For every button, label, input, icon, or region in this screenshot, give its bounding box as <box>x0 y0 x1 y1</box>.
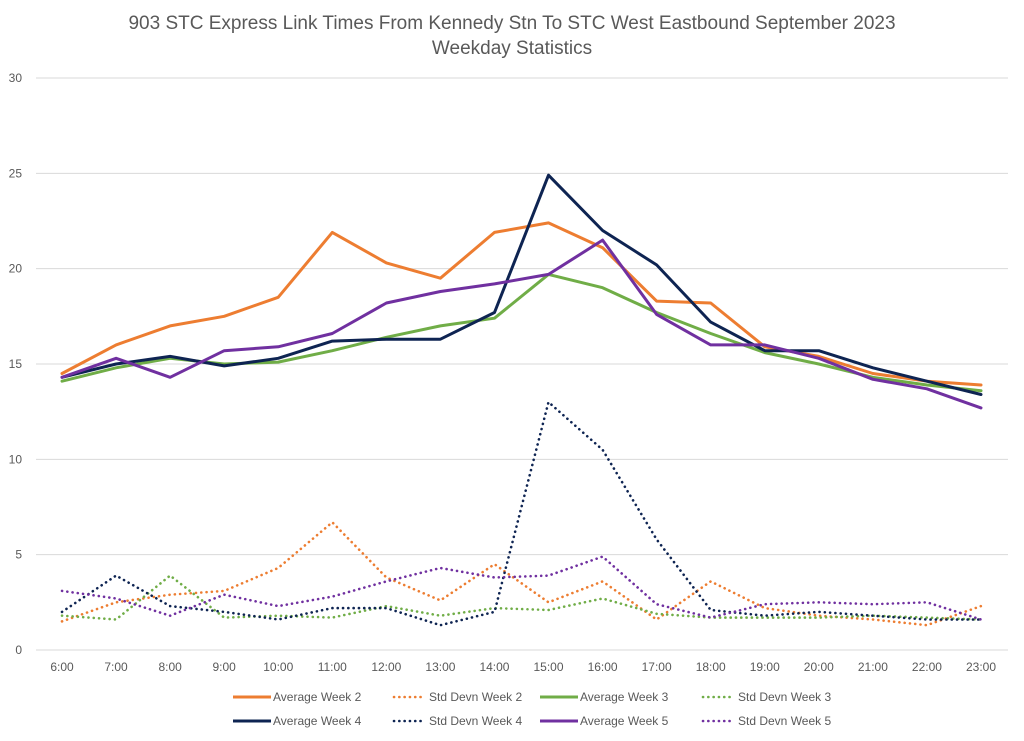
series-std-devn-week-3 <box>60 574 983 621</box>
x-tick-label: 17:00 <box>642 660 672 674</box>
legend-item: Average Week 3 <box>540 690 669 704</box>
series-std-devn-week-2 <box>60 520 983 627</box>
y-tick-label: 20 <box>9 262 23 276</box>
legend-label: Average Week 2 <box>273 690 362 704</box>
y-tick-label: 10 <box>9 452 23 466</box>
x-tick-label: 19:00 <box>750 660 780 674</box>
x-tick-label: 20:00 <box>804 660 834 674</box>
legend-label: Average Week 3 <box>580 690 669 704</box>
x-tick-label: 7:00 <box>104 660 128 674</box>
legend-item: Std Devn Week 5 <box>701 714 831 728</box>
x-tick-label: 18:00 <box>696 660 726 674</box>
series-average-week-3 <box>60 272 983 393</box>
legend-label: Std Devn Week 4 <box>429 714 522 728</box>
legend-item: Std Devn Week 4 <box>392 714 522 728</box>
x-tick-label: 12:00 <box>371 660 401 674</box>
series-std-devn-week-4 <box>60 400 983 627</box>
x-tick-label: 13:00 <box>425 660 455 674</box>
x-tick-label: 9:00 <box>212 660 236 674</box>
legend-item: Average Week 4 <box>233 714 362 728</box>
chart-subtitle: Weekday Statistics <box>432 38 592 59</box>
x-tick-label: 22:00 <box>912 660 942 674</box>
x-tick-label: 16:00 <box>588 660 618 674</box>
legend-label: Std Devn Week 5 <box>738 714 831 728</box>
y-tick-label: 15 <box>9 357 23 371</box>
legend-item: Average Week 2 <box>233 690 362 704</box>
series-average-week-5 <box>60 238 983 410</box>
legend-item: Std Devn Week 2 <box>392 690 522 704</box>
x-tick-label: 6:00 <box>50 660 74 674</box>
y-axis-ticks: 0 5 10 15 20 25 30 <box>9 71 23 657</box>
series-std-devn-week-5 <box>60 555 983 621</box>
legend-label: Average Week 4 <box>273 714 362 728</box>
chart-title: 903 STC Express Link Times From Kennedy … <box>128 13 895 34</box>
legend-label: Average Week 5 <box>580 714 669 728</box>
x-tick-label: 14:00 <box>479 660 509 674</box>
series-average-week-2 <box>60 221 983 387</box>
x-tick-label: 21:00 <box>858 660 888 674</box>
x-tick-label: 15:00 <box>534 660 564 674</box>
series-lines <box>60 173 983 627</box>
legend-label: Std Devn Week 3 <box>738 690 831 704</box>
x-tick-label: 23:00 <box>966 660 996 674</box>
y-tick-label: 25 <box>9 166 23 180</box>
y-tick-label: 0 <box>15 643 22 657</box>
legend-item: Std Devn Week 3 <box>701 690 831 704</box>
x-axis-ticks: 6:00 7:00 8:00 9:00 10:00 11:00 12:00 13:00 14:0… <box>50 660 996 674</box>
x-tick-label: 8:00 <box>158 660 182 674</box>
y-tick-label: 30 <box>9 71 23 85</box>
x-tick-label: 11:00 <box>318 660 347 674</box>
y-tick-label: 5 <box>15 548 22 562</box>
series-average-week-4 <box>60 173 983 396</box>
legend-label: Std Devn Week 2 <box>429 690 522 704</box>
x-tick-label: 10:00 <box>263 660 293 674</box>
legend-item: Average Week 5 <box>540 714 669 728</box>
legend: Average Week 2 Std Devn Week 2 Average Wee… <box>233 690 831 728</box>
